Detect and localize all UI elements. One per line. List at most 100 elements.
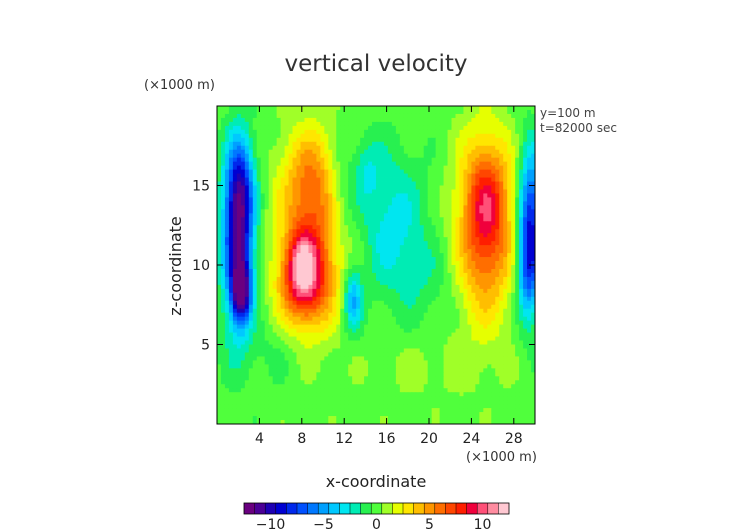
- heatmap-cell: [280, 241, 285, 246]
- heatmap-cell: [443, 288, 448, 294]
- heatmap-cell: [475, 229, 480, 234]
- heatmap-cell: [503, 265, 508, 270]
- heatmap-cell: [439, 288, 444, 294]
- heatmap-cell: [217, 205, 222, 210]
- heatmap-cell: [419, 117, 425, 123]
- heatmap-cell: [244, 113, 250, 119]
- heatmap-cell: [503, 161, 508, 167]
- heatmap-cell: [531, 193, 536, 198]
- heatmap-cell: [348, 225, 353, 230]
- heatmap-cell: [217, 169, 222, 174]
- heatmap-cell: [240, 117, 246, 123]
- heatmap-cell: [379, 113, 385, 119]
- heatmap-cell: [220, 173, 226, 178]
- heatmap-cell: [224, 213, 230, 218]
- heatmap-cell: [244, 165, 250, 171]
- heatmap-cell: [320, 113, 325, 119]
- heatmap-cell: [471, 280, 476, 286]
- heatmap-cell: [487, 320, 492, 326]
- heatmap-cell: [519, 304, 524, 310]
- heatmap-cell: [515, 308, 520, 314]
- heatmap-cell: [399, 304, 405, 310]
- heatmap-cell: [443, 201, 448, 206]
- heatmap-cell: [252, 189, 258, 194]
- heatmap-cell: [507, 288, 512, 294]
- heatmap-cell: [284, 181, 289, 186]
- heatmap-cell: [431, 249, 437, 254]
- heatmap-cell: [220, 257, 226, 262]
- heatmap-cell: [427, 169, 433, 174]
- heatmap-cell: [439, 193, 444, 198]
- heatmap-cell: [240, 193, 246, 198]
- heatmap-cell: [379, 169, 385, 174]
- heatmap-cell: [276, 253, 282, 258]
- heatmap-cell: [515, 245, 520, 250]
- heatmap-cell: [423, 261, 429, 266]
- heatmap-cell: [395, 312, 401, 318]
- heatmap-cell: [399, 201, 405, 206]
- heatmap-cell: [447, 137, 452, 143]
- heatmap-cell: [527, 233, 532, 238]
- heatmap-cell: [264, 209, 270, 214]
- heatmap-cell: [368, 185, 373, 190]
- heatmap-cell: [244, 245, 250, 250]
- heatmap-cell: [256, 169, 262, 174]
- heatmap-cell: [356, 245, 361, 250]
- heatmap-cell: [411, 316, 417, 322]
- heatmap-cell: [240, 261, 246, 266]
- heatmap-cell: [507, 141, 512, 147]
- heatmap-cell: [228, 332, 234, 337]
- heatmap-cell: [356, 280, 361, 286]
- heatmap-cell: [316, 149, 321, 155]
- heatmap-cell: [236, 280, 242, 286]
- heatmap-cell: [531, 265, 536, 270]
- heatmap-cell: [284, 340, 289, 345]
- heatmap-cell: [236, 253, 242, 258]
- heatmap-cell: [443, 129, 448, 135]
- heatmap-cell: [407, 245, 413, 250]
- heatmap-cell: [336, 257, 341, 262]
- heatmap-cell: [340, 344, 345, 349]
- heatmap-cell: [288, 304, 293, 310]
- heatmap-cell: [268, 336, 274, 341]
- heatmap-cell: [435, 296, 441, 302]
- heatmap-cell: [356, 177, 361, 182]
- heatmap-cell: [435, 177, 441, 182]
- heatmap-cell: [383, 137, 389, 143]
- heatmap-cell: [459, 185, 464, 190]
- heatmap-cell: [364, 229, 369, 234]
- heatmap-cell: [332, 257, 337, 262]
- heatmap-cell: [272, 253, 278, 258]
- heatmap-cell: [304, 284, 309, 290]
- heatmap-cell: [316, 276, 321, 282]
- heatmap-cell: [431, 320, 437, 326]
- heatmap-cell: [459, 189, 464, 194]
- heatmap-cell: [435, 133, 441, 139]
- heatmap-cell: [312, 193, 317, 198]
- heatmap-cell: [383, 316, 389, 322]
- heatmap-cell: [292, 169, 297, 174]
- heatmap-cell: [244, 193, 250, 198]
- heatmap-cell: [228, 149, 234, 155]
- heatmap-cell: [399, 193, 405, 198]
- heatmap-cell: [479, 181, 484, 186]
- heatmap-cell: [451, 165, 456, 171]
- heatmap-cell: [348, 217, 353, 222]
- heatmap-cell: [220, 117, 226, 123]
- heatmap-cell: [495, 141, 500, 147]
- heatmap-cell: [503, 237, 508, 242]
- heatmap-cell: [292, 161, 297, 167]
- heatmap-cell: [407, 237, 413, 242]
- heatmap-cell: [348, 284, 353, 290]
- heatmap-cell: [304, 253, 309, 258]
- heatmap-cell: [252, 121, 258, 127]
- heatmap-cell: [439, 348, 444, 353]
- heatmap-cell: [344, 109, 349, 115]
- heatmap-cell: [531, 233, 536, 238]
- heatmap-cell: [427, 205, 433, 210]
- heatmap-cell: [268, 237, 274, 242]
- heatmap-cell: [356, 241, 361, 246]
- heatmap-cell: [228, 113, 234, 119]
- heatmap-cell: [320, 161, 325, 167]
- heatmap-cell: [260, 161, 266, 167]
